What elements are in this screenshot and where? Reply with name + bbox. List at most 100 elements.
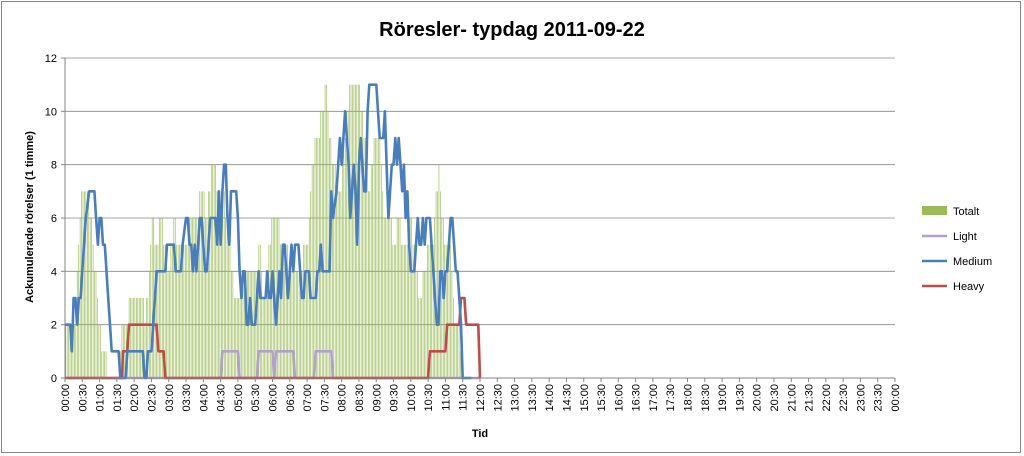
bar [202,191,203,378]
bar [101,351,103,378]
bar [275,218,277,378]
legend-label-medium: Medium [953,256,992,268]
bar [435,191,437,378]
bar [244,271,245,378]
bar [173,218,175,378]
bar [349,84,350,379]
bar [143,298,144,378]
x-tick-label: 02:00 [129,384,141,412]
x-tick-label: 00:00 [60,384,72,412]
bar [448,244,450,378]
bar [445,244,447,378]
bar [222,191,224,378]
bar [290,271,291,378]
x-tick-label: 13:30 [527,384,539,412]
bar [189,218,190,378]
bar [144,324,146,378]
bar [66,324,68,378]
x-tick-label: 14:30 [561,384,573,412]
bar [437,191,438,378]
x-tick-label: 23:30 [873,384,885,412]
bar [134,298,136,378]
x-tick-label: 04:30 [216,384,228,412]
legend: Totalt Light Medium Heavy [922,206,992,293]
bar [75,298,77,378]
bar [270,244,271,378]
axes [61,57,896,382]
bar [215,164,216,378]
bar [94,271,95,378]
bar [406,244,408,378]
bar [210,164,212,378]
bar [313,164,314,378]
bar [326,84,327,379]
bar [138,298,140,378]
bar [441,218,443,378]
bar [161,218,163,378]
x-tick-label: 17:00 [648,384,660,412]
bar [97,298,98,378]
bar [92,244,94,378]
bar [333,164,335,378]
bar [347,111,349,378]
bar [369,191,371,378]
bar [408,218,409,378]
bar-series-totalt [65,84,461,379]
bar [74,324,75,378]
bar [360,111,362,378]
x-tick-label: 01:00 [95,384,107,412]
x-tick-label: 22:00 [821,384,833,412]
bar [378,138,379,378]
bar [87,191,88,378]
x-tick-label: 16:30 [631,384,643,412]
x-tick-label: 05:30 [250,384,262,412]
bar [280,244,281,378]
bar [176,244,177,378]
bar [418,298,420,378]
x-tick-label: 21:30 [804,384,816,412]
y-tick-labels: 0 2 4 6 8 10 12 [45,53,57,385]
bar [314,138,316,378]
bar [150,244,152,378]
bar [402,244,404,378]
bar [172,244,173,378]
bar [355,84,356,379]
bar [232,271,234,378]
bar [187,244,189,378]
x-tick-label: 08:30 [354,384,366,412]
bar [223,191,225,378]
x-tick-label: 01:30 [112,384,124,412]
legend-label-heavy: Heavy [953,281,985,293]
bar [307,244,309,378]
x-tick-label: 10:30 [423,384,435,412]
bar [136,298,137,378]
x-tick-label: 14:00 [544,384,556,412]
bar [285,244,287,378]
bar [218,191,219,378]
bar [411,218,412,378]
bar [409,218,411,378]
x-tick-label: 15:00 [579,384,591,412]
x-tick-label: 16:00 [613,384,625,412]
bar [455,324,457,378]
bar [104,351,105,378]
bar [457,324,458,378]
y-tick-label: 10 [45,106,57,118]
legend-label-light: Light [953,231,977,243]
chart-title: Röresler- typdag 2011-09-22 [379,19,645,41]
bar [236,298,238,378]
bar [363,138,365,378]
bar [182,244,183,378]
x-tick-label: 09:00 [371,384,383,412]
bar [346,111,348,378]
x-tick-label: 12:30 [492,384,504,412]
bar [267,271,268,378]
bar [303,244,304,378]
x-tick-label: 19:00 [717,384,729,412]
legend-label-totalt: Totalt [953,206,979,218]
y-tick-label: 4 [51,266,57,278]
bar [164,244,166,378]
bar [213,164,215,378]
bar [419,298,421,378]
bar [375,138,376,378]
